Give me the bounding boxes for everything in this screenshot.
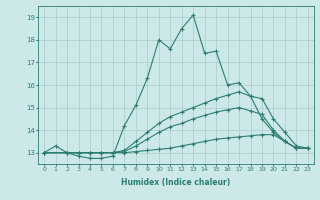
X-axis label: Humidex (Indice chaleur): Humidex (Indice chaleur) bbox=[121, 178, 231, 187]
